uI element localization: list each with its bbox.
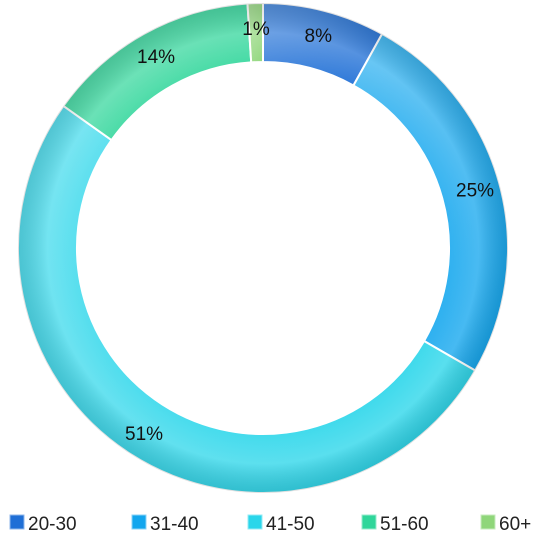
legend-swatch-60+ (480, 514, 496, 530)
slice-31-40 (352, 32, 509, 372)
legend-swatch-20-30 (9, 514, 25, 530)
slice-labels: 8% 25% 51% 14% 1% (125, 19, 494, 445)
legend-label-51-60: 51-60 (380, 514, 429, 535)
legend-swatch-51-60 (361, 514, 377, 530)
legend-item-51-60: 51-60 (361, 514, 429, 535)
slice-label-20-30: 8% (305, 26, 333, 47)
legend-item-60+: 60+ (480, 514, 531, 535)
legend-label-31-40: 31-40 (150, 514, 199, 535)
legend-item-31-40: 31-40 (131, 514, 199, 535)
slice-label-60+: 1% (242, 19, 270, 40)
legend-label-60+: 60+ (499, 514, 531, 535)
legend-swatch-41-50 (247, 514, 263, 530)
slice-label-51-60: 14% (137, 47, 175, 68)
slice-51-60 (62, 2, 253, 142)
legend-item-20-30: 20-30 (9, 514, 77, 535)
donut-slices (17, 1, 509, 494)
slice-label-31-40: 25% (456, 180, 494, 201)
slice-41-50 (17, 104, 477, 494)
legend-swatch-31-40 (131, 514, 147, 530)
slice-label-41-50: 51% (125, 424, 163, 445)
legend: 20-30 31-40 41-50 51-60 60+ (9, 514, 531, 535)
legend-label-20-30: 20-30 (28, 514, 77, 535)
legend-label-41-50: 41-50 (266, 514, 315, 535)
legend-item-41-50: 41-50 (247, 514, 315, 535)
